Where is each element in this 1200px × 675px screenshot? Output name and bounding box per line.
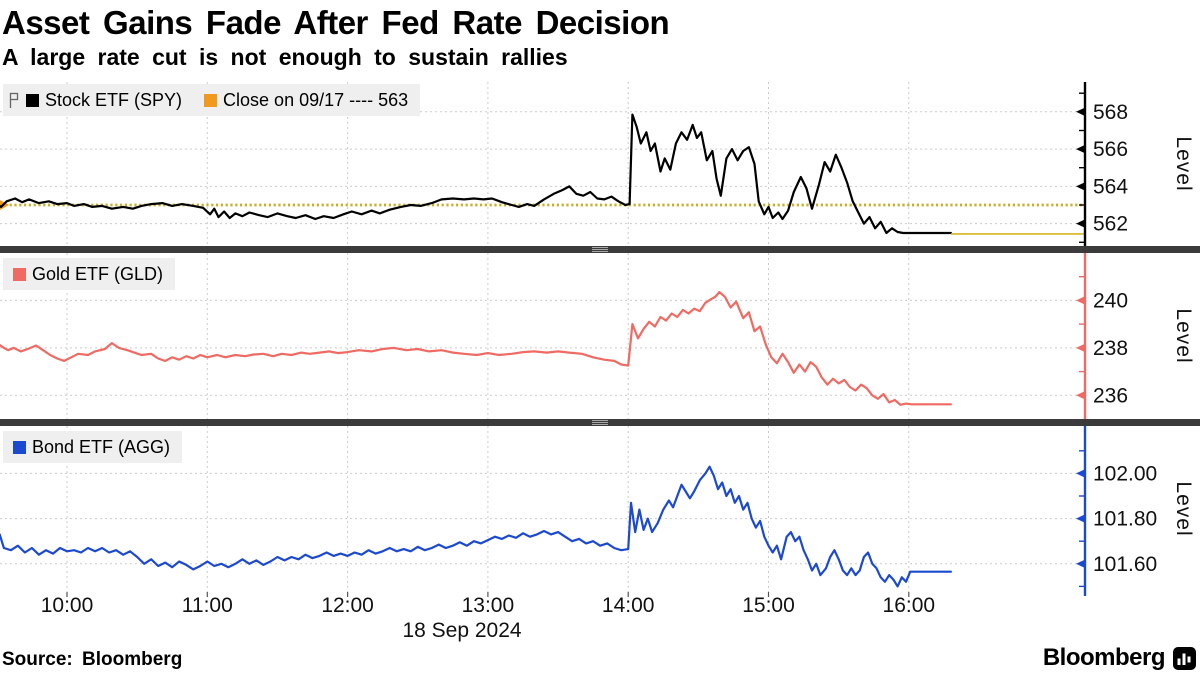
spy-y-tick-label: 568 <box>1093 101 1128 124</box>
x-axis-tick-label: 13:00 <box>461 594 515 617</box>
divider-grip-icon[interactable] <box>592 420 608 425</box>
page-subtitle: A large rate cut is not enough to sustai… <box>2 44 568 70</box>
legend-spy[interactable]: Stock ETF (SPY) Close on 09/17 ---- 563 <box>3 84 421 116</box>
gld-y-tick-label: 238 <box>1093 337 1128 360</box>
bloomberg-logo: Bloomberg <box>1043 644 1196 672</box>
panel-flag-icon[interactable] <box>9 92 20 109</box>
x-axis-tick-label: 10:00 <box>40 594 94 617</box>
x-axis-tick-label: 16:00 <box>882 594 936 617</box>
divider-grip-icon[interactable] <box>592 247 608 252</box>
spy-legend-label: Stock ETF (SPY) <box>45 89 183 110</box>
source-credit: Source: Bloomberg <box>2 649 183 670</box>
page-title: Asset Gains Fade After Fed Rate Decision <box>2 4 670 41</box>
gld-series-line <box>0 291 953 406</box>
agg-y-tick-label: 102.00 <box>1093 462 1157 485</box>
spy-y-tick-label: 564 <box>1093 175 1128 198</box>
x-axis-tick-label: 15:00 <box>742 594 795 617</box>
gld-legend-label: Gold ETF (GLD) <box>32 263 164 284</box>
gld-axis-title: Level <box>1172 308 1195 363</box>
x-axis-date-label: 18 Sep 2024 <box>402 619 522 642</box>
x-axis-tick-label: 14:00 <box>601 594 655 617</box>
agg-y-tick-label: 101.80 <box>1093 508 1157 531</box>
x-axis-tick-label: 11:00 <box>181 594 233 617</box>
agg-y-tick-label: 101.60 <box>1093 553 1157 576</box>
agg-swatch-icon <box>13 440 26 454</box>
close-legend-label: Close on 09/17 ---- 563 <box>223 89 409 110</box>
agg-axis-title: Level <box>1172 481 1195 536</box>
close-swatch-icon <box>204 93 218 107</box>
spy-series-line <box>0 113 953 235</box>
x-axis-labels: 10:00 11:00 12:00 13:00 14:00 15:00 16:00 <box>0 594 1200 618</box>
gld-y-tick-label: 240 <box>1093 289 1128 312</box>
bloomberg-icon <box>1173 646 1196 670</box>
panel-divider-1[interactable] <box>0 246 1200 253</box>
spy-swatch-icon <box>26 93 39 107</box>
legend-gld[interactable]: Gold ETF (GLD) <box>3 258 176 290</box>
spy-axis-title: Level <box>1172 136 1195 191</box>
spy-y-tick-label: 566 <box>1093 138 1128 161</box>
bloomberg-wordmark: Bloomberg <box>1042 644 1166 671</box>
gld-swatch-icon <box>13 267 26 281</box>
agg-series-line <box>0 465 953 588</box>
legend-agg[interactable]: Bond ETF (AGG) <box>3 431 183 463</box>
agg-legend-label: Bond ETF (AGG) <box>32 436 171 457</box>
x-axis-tick-label: 12:00 <box>321 594 374 617</box>
spy-y-tick-label: 562 <box>1093 213 1128 236</box>
panel-divider-2[interactable] <box>0 419 1200 426</box>
gld-y-tick-label: 236 <box>1093 384 1128 407</box>
